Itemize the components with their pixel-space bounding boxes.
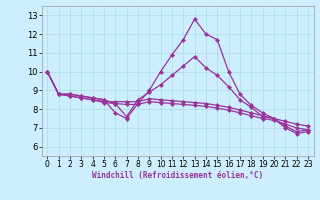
- X-axis label: Windchill (Refroidissement éolien,°C): Windchill (Refroidissement éolien,°C): [92, 171, 263, 180]
